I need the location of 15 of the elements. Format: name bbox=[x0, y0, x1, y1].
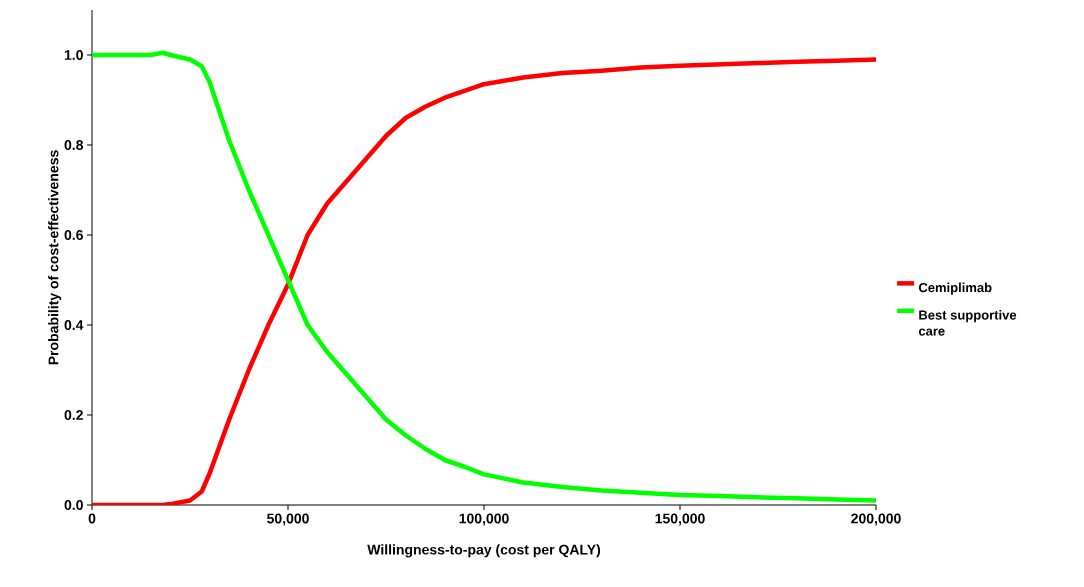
y-tick-label: 1.0 bbox=[64, 50, 83, 60]
y-tick-label: 0.2 bbox=[64, 410, 83, 420]
x-tick-label: 150,000 bbox=[655, 513, 705, 526]
x-tick-label: 100,000 bbox=[459, 513, 509, 526]
x-tick-label: 0 bbox=[88, 513, 96, 524]
y-tick-label: 0.6 bbox=[64, 230, 83, 240]
legend-label: Cemiplimab bbox=[918, 282, 992, 295]
x-axis-title: Willingness-to-pay (cost per QALY) bbox=[367, 544, 601, 558]
y-tick-label: 0.4 bbox=[64, 320, 84, 330]
y-axis-title: Probability of cost-effectiveness bbox=[48, 150, 62, 365]
legend-label: Best supportive care bbox=[918, 310, 1017, 336]
y-tick-label: 0.0 bbox=[64, 500, 83, 510]
x-tick-label: 200,000 bbox=[851, 513, 901, 526]
x-tick-label: 50,000 bbox=[267, 513, 309, 526]
y-tick-label: 0.8 bbox=[64, 140, 84, 150]
